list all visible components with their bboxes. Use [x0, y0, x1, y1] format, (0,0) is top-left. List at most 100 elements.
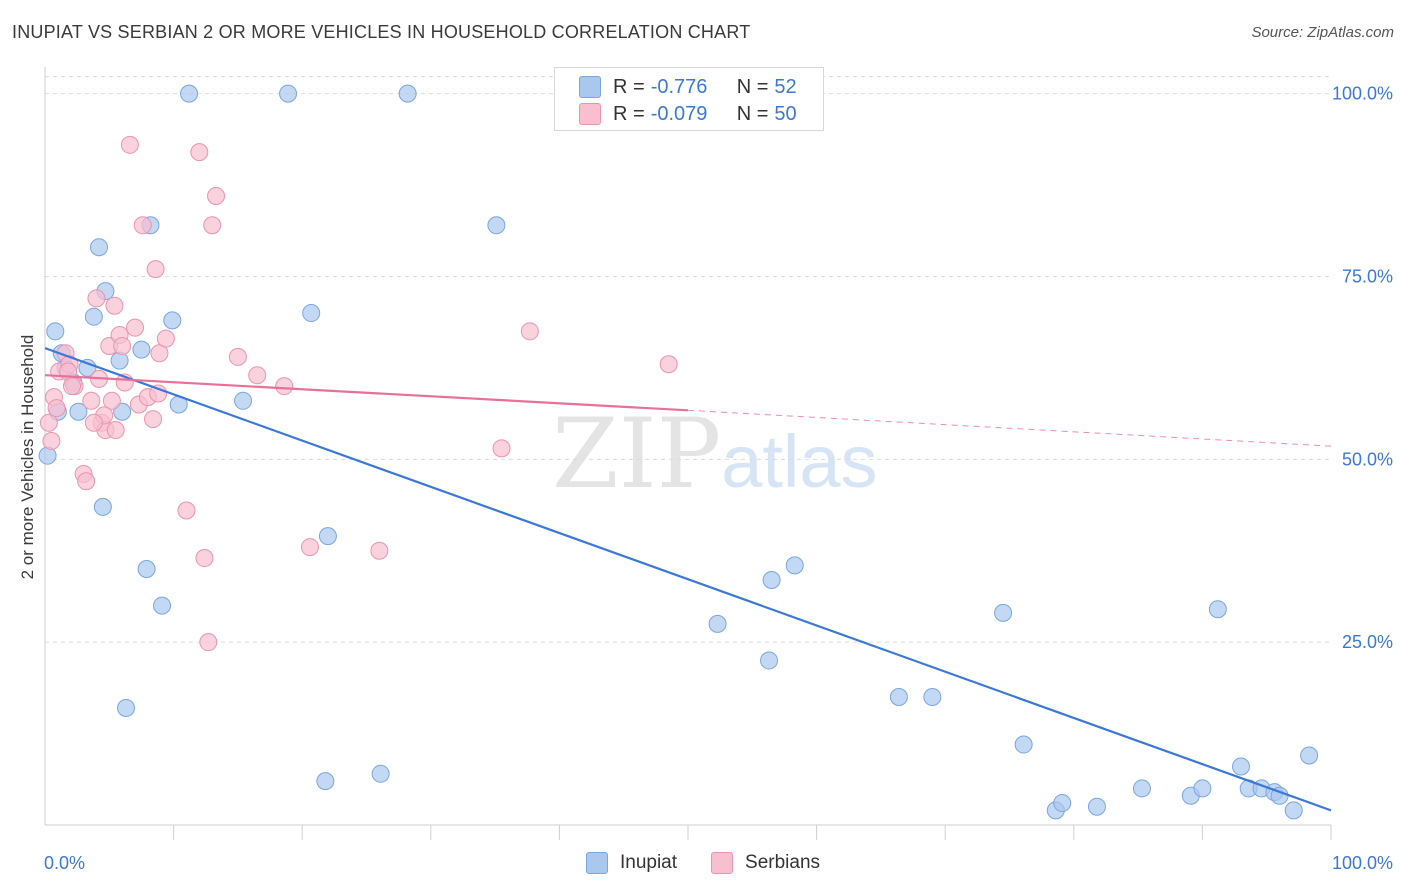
- point-serbians: [300, 538, 319, 557]
- point-inupiat: [1300, 746, 1319, 765]
- point-serbians: [102, 391, 121, 410]
- point-inupiat: [1014, 735, 1033, 754]
- point-inupiat: [1208, 600, 1227, 619]
- trend-line-inupiat: [44, 347, 1332, 812]
- point-inupiat: [785, 556, 804, 575]
- point-inupiat: [1193, 779, 1212, 798]
- trend-line-serbians: [44, 374, 689, 412]
- point-inupiat: [708, 614, 727, 633]
- y-tick-label: 50.0%: [1342, 449, 1393, 469]
- point-inupiat: [279, 84, 298, 103]
- point-inupiat: [84, 307, 103, 326]
- point-inupiat: [132, 340, 151, 359]
- legend-r-label: R =: [613, 75, 645, 98]
- point-inupiat: [93, 497, 112, 516]
- point-serbians: [39, 413, 58, 432]
- point-serbians: [492, 439, 511, 458]
- point-serbians: [248, 366, 267, 385]
- legend-label-serbians: Serbians: [745, 852, 821, 873]
- point-inupiat: [69, 402, 88, 421]
- point-inupiat: [318, 527, 337, 546]
- point-inupiat: [1132, 779, 1151, 798]
- point-serbians: [659, 355, 678, 374]
- point-inupiat: [398, 84, 417, 103]
- point-serbians: [87, 289, 106, 308]
- legend-r-value: -0.776: [650, 75, 708, 98]
- point-inupiat: [163, 311, 182, 330]
- point-inupiat: [487, 216, 506, 235]
- point-inupiat: [113, 402, 132, 421]
- point-serbians: [84, 413, 103, 432]
- point-inupiat: [889, 688, 908, 707]
- legend-row-serbians: R = -0.079 N = 50: [579, 101, 797, 127]
- point-inupiat: [760, 651, 779, 670]
- point-inupiat: [316, 772, 335, 791]
- legend-item-serbians: Serbians: [711, 852, 820, 874]
- point-inupiat: [90, 238, 109, 257]
- legend-swatch-serbians: [711, 852, 734, 874]
- y-tick-label: 75.0%: [1342, 266, 1393, 286]
- point-inupiat: [994, 603, 1013, 622]
- point-inupiat: [180, 84, 199, 103]
- point-serbians: [520, 322, 539, 341]
- point-serbians: [82, 391, 101, 410]
- legend-n-label: N =: [736, 102, 769, 125]
- point-serbians: [113, 336, 132, 355]
- y-tick-label: 25.0%: [1342, 632, 1393, 652]
- point-serbians: [370, 541, 389, 560]
- legend-n-label: N =: [736, 75, 769, 98]
- legend-row-inupiat: R = -0.776 N = 52: [579, 74, 797, 100]
- legend-r-value: -0.079: [650, 102, 708, 125]
- x-tick-label: 0.0%: [44, 853, 85, 873]
- point-inupiat: [1284, 801, 1303, 820]
- point-serbians: [105, 296, 124, 315]
- point-inupiat: [78, 358, 97, 377]
- source-label: Source: ZipAtlas.com: [1251, 24, 1394, 41]
- y-tick-label: 100.0%: [1332, 84, 1393, 104]
- point-serbians: [199, 633, 218, 652]
- point-serbians: [133, 216, 152, 235]
- point-serbians: [275, 377, 294, 396]
- point-serbians: [77, 472, 96, 491]
- point-inupiat: [923, 688, 942, 707]
- point-serbians: [42, 432, 61, 451]
- legend-item-inupiat: Inupiat: [585, 852, 677, 874]
- point-serbians: [177, 501, 196, 520]
- point-serbians: [207, 187, 226, 206]
- point-serbians: [120, 135, 139, 154]
- point-serbians: [144, 410, 163, 429]
- series-legend: Inupiat Serbians: [0, 852, 1406, 874]
- watermark-atlas: atlas: [721, 420, 878, 503]
- point-inupiat: [137, 560, 156, 579]
- legend-n-value: 50: [774, 102, 797, 125]
- point-serbians: [47, 399, 66, 418]
- legend-r-label: R =: [613, 102, 645, 125]
- point-inupiat: [302, 304, 321, 323]
- watermark: ZIPatlas: [552, 398, 878, 510]
- point-inupiat: [762, 570, 781, 589]
- point-inupiat: [46, 322, 65, 341]
- trend-line-extension-serbians: [687, 409, 1332, 447]
- point-serbians: [195, 549, 214, 568]
- point-inupiat: [153, 596, 172, 615]
- point-inupiat: [371, 764, 390, 783]
- point-inupiat: [1087, 797, 1106, 816]
- legend-swatch-serbians: [579, 103, 601, 125]
- point-serbians: [63, 377, 82, 396]
- point-inupiat: [1231, 757, 1250, 776]
- point-serbians: [156, 329, 175, 348]
- watermark-zip: ZIP: [552, 398, 722, 510]
- point-serbians: [228, 347, 247, 366]
- correlation-legend: R = -0.776 N = 52 R = -0.079 N = 50: [554, 67, 824, 131]
- legend-n-value: 52: [774, 75, 797, 98]
- point-inupiat: [234, 391, 253, 410]
- x-tick-label: 100.0%: [1332, 853, 1393, 873]
- point-inupiat: [1053, 794, 1072, 813]
- point-serbians: [106, 421, 125, 440]
- chart-title: INUPIAT VS SERBIAN 2 OR MORE VEHICLES IN…: [12, 22, 751, 42]
- point-serbians: [190, 143, 209, 162]
- point-serbians: [126, 318, 145, 337]
- point-inupiat: [117, 698, 136, 717]
- legend-swatch-inupiat: [585, 852, 608, 874]
